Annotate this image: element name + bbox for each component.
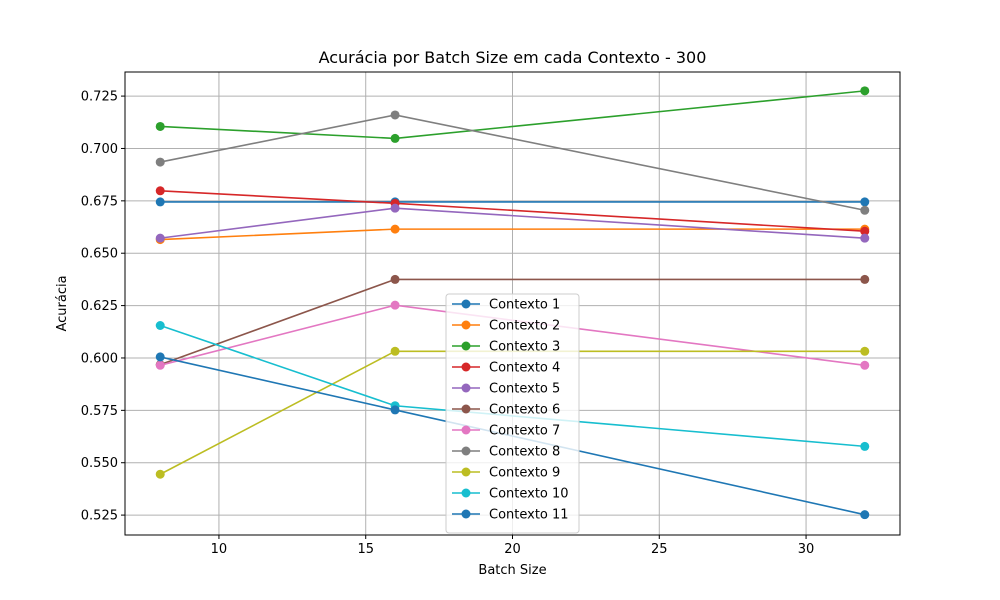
data-point	[390, 300, 400, 310]
data-point	[860, 205, 870, 215]
y-tick-label: 0.575	[81, 404, 118, 419]
legend-label: Contexto 9	[489, 466, 560, 481]
legend-item: Contexto 8	[452, 445, 560, 460]
y-axis: 0.525 0.550 0.575 0.600 0.625 0.650 0.675 0.700…	[81, 90, 125, 524]
data-point	[155, 121, 165, 131]
y-tick-label: 0.625	[81, 299, 118, 314]
data-point	[860, 197, 870, 207]
data-point	[390, 224, 400, 234]
legend-item: Contexto 7	[452, 424, 560, 439]
data-point	[860, 360, 870, 370]
legend-item: Contexto 5	[452, 382, 560, 397]
data-point	[155, 352, 165, 362]
x-tick-label: 20	[504, 542, 521, 557]
data-point	[860, 226, 870, 236]
chart-title: Acurácia por Batch Size em cada Contexto…	[319, 48, 707, 67]
data-point	[390, 274, 400, 284]
legend-marker	[461, 509, 471, 519]
legend-item: Contexto 10	[452, 487, 569, 502]
data-point	[390, 110, 400, 120]
series-9	[155, 346, 870, 479]
legend-box	[445, 293, 580, 534]
legend-marker	[461, 383, 471, 393]
data-point	[155, 469, 165, 479]
legend-item: Contexto 3	[452, 340, 560, 355]
data-point	[155, 186, 165, 196]
series-3	[155, 86, 870, 143]
x-axis: 10 15 20 25 30	[211, 535, 815, 557]
legend-label: Contexto 7	[489, 424, 560, 439]
data-point	[155, 320, 165, 330]
legend-marker	[461, 446, 471, 456]
data-point	[860, 86, 870, 96]
x-tick-label: 30	[798, 542, 815, 557]
data-point	[390, 405, 400, 415]
y-tick-label: 0.600	[81, 351, 118, 366]
series-8	[155, 110, 870, 215]
legend-marker	[461, 299, 471, 309]
data-point	[155, 197, 165, 207]
x-tick-label: 10	[211, 542, 228, 557]
legend-marker	[461, 425, 471, 435]
data-point	[390, 203, 400, 213]
data-point	[860, 510, 870, 520]
y-tick-label: 0.525	[81, 509, 118, 524]
data-point	[155, 157, 165, 167]
series-5	[155, 203, 870, 243]
legend: Contexto 1 Contexto 2 Contexto 3 Contexto 4…	[445, 293, 580, 534]
legend-label: Contexto 4	[489, 361, 560, 376]
y-tick-label: 0.700	[81, 142, 118, 157]
data-point	[390, 133, 400, 143]
legend-item: Contexto 9	[452, 466, 560, 481]
data-point	[860, 441, 870, 451]
legend-marker	[461, 488, 471, 498]
series-7	[155, 300, 870, 370]
x-tick-label: 15	[357, 542, 374, 557]
data-point	[390, 346, 400, 356]
legend-label: Contexto 3	[489, 340, 560, 355]
legend-marker	[461, 362, 471, 372]
y-tick-label: 0.550	[81, 456, 118, 471]
legend-marker	[461, 341, 471, 351]
legend-marker	[461, 320, 471, 330]
legend-label: Contexto 10	[489, 487, 569, 502]
legend-item: Contexto 2	[452, 319, 560, 334]
legend-label: Contexto 2	[489, 319, 560, 334]
data-point	[155, 233, 165, 243]
legend-item: Contexto 1	[452, 298, 560, 313]
legend-label: Contexto 6	[489, 403, 560, 418]
data-point	[860, 346, 870, 356]
data-point	[860, 233, 870, 243]
legend-item: Contexto 4	[452, 361, 560, 376]
legend-item: Contexto 6	[452, 403, 560, 418]
legend-item: Contexto 11	[452, 508, 569, 523]
legend-label: Contexto 8	[489, 445, 560, 460]
x-tick-label: 25	[651, 542, 668, 557]
legend-marker	[461, 467, 471, 477]
legend-label: Contexto 11	[489, 508, 569, 523]
legend-label: Contexto 1	[489, 298, 560, 313]
y-tick-label: 0.675	[81, 194, 118, 209]
y-axis-label: Acurácia	[55, 275, 70, 331]
data-point	[860, 274, 870, 284]
series-11	[155, 352, 870, 520]
legend-marker	[461, 404, 471, 414]
y-tick-label: 0.725	[81, 90, 118, 105]
series-layer	[155, 86, 870, 520]
data-point	[155, 360, 165, 370]
x-axis-label: Batch Size	[478, 563, 546, 578]
legend-label: Contexto 5	[489, 382, 560, 397]
y-tick-label: 0.650	[81, 247, 118, 262]
